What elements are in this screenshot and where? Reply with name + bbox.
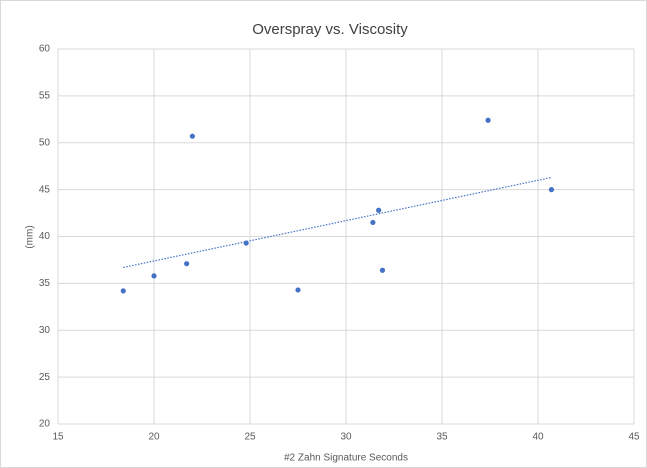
y-tick-label: 45 — [39, 184, 51, 195]
x-tick-label: 15 — [52, 432, 64, 443]
x-tick-label: 35 — [436, 432, 448, 443]
x-tick-label: 25 — [244, 432, 256, 443]
y-tick-label: 30 — [39, 325, 51, 336]
y-tick-label: 40 — [39, 231, 51, 242]
point — [184, 261, 190, 267]
point — [485, 117, 491, 123]
chart-title: Overspray vs. Viscosity — [252, 21, 408, 38]
y-tick-label: 35 — [39, 278, 51, 289]
y-tick-label: 50 — [39, 137, 51, 148]
point — [295, 287, 301, 293]
y-tick-label: 20 — [39, 419, 51, 430]
point — [189, 133, 195, 139]
point — [548, 187, 555, 193]
trendline — [123, 176, 552, 269]
x-axis-label: #2 Zahn Signature Seconds — [284, 453, 408, 464]
y-tick-label: 60 — [39, 44, 51, 55]
point — [151, 273, 157, 279]
point — [370, 219, 376, 226]
x-tick-label: 30 — [340, 432, 352, 443]
point — [379, 267, 386, 273]
x-tick-label: 20 — [148, 432, 160, 443]
point — [120, 288, 126, 294]
y-axis-label: (mm) — [25, 225, 36, 248]
x-tick-label: 40 — [532, 432, 544, 443]
y-tick-label: 25 — [39, 372, 51, 383]
point — [376, 207, 382, 213]
y-tick-label: 55 — [39, 91, 51, 102]
x-tick-label: 45 — [628, 432, 640, 443]
